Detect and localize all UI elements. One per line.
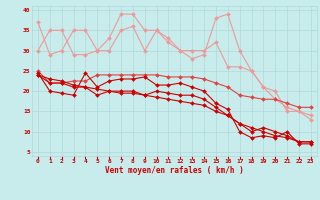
X-axis label: Vent moyen/en rafales ( km/h ): Vent moyen/en rafales ( km/h ) xyxy=(105,166,244,175)
